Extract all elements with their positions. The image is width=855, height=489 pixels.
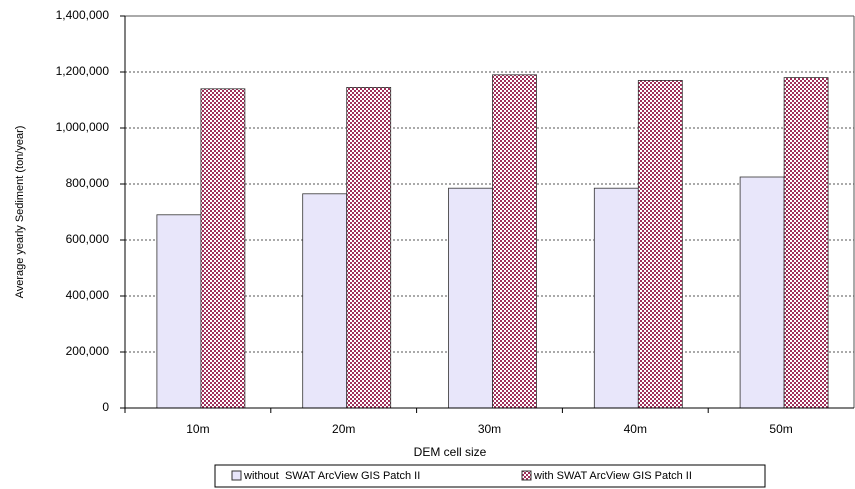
y-tick-label: 400,000 [66, 288, 110, 302]
legend-box [214, 464, 766, 488]
bar [156, 214, 202, 409]
y-tick-label: 800,000 [66, 176, 110, 190]
x-tick-label: 20m [332, 422, 355, 436]
y-tick-label: 200,000 [66, 344, 110, 358]
bar [637, 80, 683, 409]
bar [593, 187, 639, 409]
y-tick-label: 1,200,000 [56, 64, 110, 78]
bar [346, 87, 392, 409]
y-tick-label: 600,000 [66, 232, 110, 246]
legend-swatch [521, 470, 532, 481]
bar [448, 187, 493, 409]
legend-swatch [231, 470, 242, 481]
y-tick-label: 1,400,000 [56, 8, 110, 22]
x-tick-label: 40m [624, 422, 647, 436]
y-tick-label: 0 [102, 400, 109, 414]
y-axis-label: Average yearly Sediment (ton/year) [14, 126, 26, 299]
y-tick-label: 1,000,000 [56, 120, 110, 134]
bar [783, 77, 829, 409]
x-tick-label: 50m [769, 422, 792, 436]
bar [739, 176, 785, 409]
legend-label: without SWAT ArcView GIS Patch II [243, 470, 420, 482]
bar [302, 193, 348, 409]
x-tick-label: 10m [186, 422, 209, 436]
x-axis-label: DEM cell size [414, 445, 487, 459]
x-tick-label: 30m [478, 422, 501, 436]
legend-label: with SWAT ArcView GIS Patch II [533, 470, 692, 482]
bar [200, 88, 246, 409]
bar [492, 74, 537, 409]
